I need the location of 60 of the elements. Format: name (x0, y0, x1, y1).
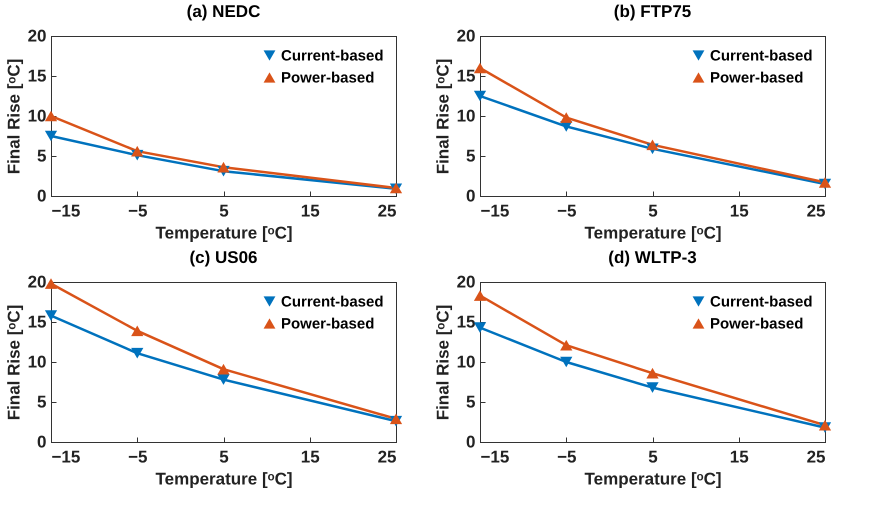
y-tick-label: 10 (28, 106, 46, 126)
x-tick-label: −15 (480, 202, 510, 220)
y-tick-label: 10 (456, 352, 476, 372)
y-tick-label: 20 (28, 272, 46, 292)
x-tick-label: −15 (52, 202, 80, 220)
x-tick-label: −5 (557, 202, 576, 220)
x-tick-label: 5 (219, 202, 229, 220)
legend-label: Current-based (710, 294, 813, 310)
y-axis-title: Final Rise [ᵒC] (434, 58, 453, 174)
y-axis-title: Final Rise [ᵒC] (434, 304, 453, 420)
legend-label: Power-based (710, 70, 804, 86)
x-tick-label: −5 (128, 448, 148, 466)
x-tick-label: −5 (557, 448, 576, 466)
x-axis-title: Temperature [ᵒC] (155, 470, 293, 488)
y-tick-label: 0 (37, 432, 46, 452)
chart-title: (b) FTP75 (614, 2, 692, 21)
y-axis-title: Final Rise [ᵒC] (4, 304, 24, 420)
x-axis-title: Temperature [ᵒC] (584, 224, 722, 242)
y-axis-title: Final Rise [ᵒC] (4, 58, 24, 174)
y-tick-label: 15 (28, 66, 46, 86)
y-tick-label: 0 (466, 186, 476, 206)
y-tick-label: 15 (456, 66, 476, 86)
x-axis-title: Temperature [ᵒC] (155, 224, 293, 242)
legend-label: Current-based (710, 48, 813, 64)
y-tick-label: 10 (456, 106, 476, 126)
x-tick-label: 25 (806, 202, 826, 220)
y-tick-label: 10 (28, 352, 46, 372)
y-tick-label: 20 (456, 26, 476, 46)
y-tick-label: 20 (28, 26, 46, 46)
y-tick-label: 5 (37, 146, 46, 166)
x-tick-label: 5 (648, 202, 658, 220)
legend-label: Power-based (281, 316, 374, 332)
y-tick-label: 0 (37, 186, 46, 206)
x-tick-label: 5 (219, 448, 229, 466)
x-tick-label: −5 (128, 202, 148, 220)
y-tick-label: 15 (456, 312, 476, 332)
x-axis-title: Temperature [ᵒC] (584, 470, 722, 488)
x-tick-label: 5 (648, 448, 658, 466)
y-tick-label: 5 (466, 146, 476, 166)
x-tick-label: 25 (378, 202, 396, 220)
legend-label: Power-based (710, 316, 804, 332)
chart-title: (a) NEDC (186, 2, 260, 21)
chart-title: (d) WLTP-3 (608, 248, 697, 267)
x-tick-label: −15 (52, 448, 80, 466)
y-tick-label: 5 (466, 392, 476, 412)
legend-label: Current-based (281, 294, 384, 310)
x-tick-label: 15 (730, 202, 749, 220)
y-tick-label: 0 (466, 432, 476, 452)
x-tick-label: 25 (806, 448, 826, 466)
x-tick-label: 15 (730, 448, 749, 466)
chart-title: (c) US06 (189, 248, 258, 267)
y-tick-label: 5 (37, 392, 46, 412)
legend-label: Current-based (281, 48, 384, 64)
y-tick-label: 20 (456, 272, 476, 292)
y-tick-label: 15 (28, 312, 46, 332)
x-tick-label: 15 (300, 202, 320, 220)
x-tick-label: 25 (378, 448, 396, 466)
legend-label: Power-based (281, 70, 374, 86)
x-tick-label: 15 (300, 448, 320, 466)
x-tick-label: −15 (480, 448, 510, 466)
